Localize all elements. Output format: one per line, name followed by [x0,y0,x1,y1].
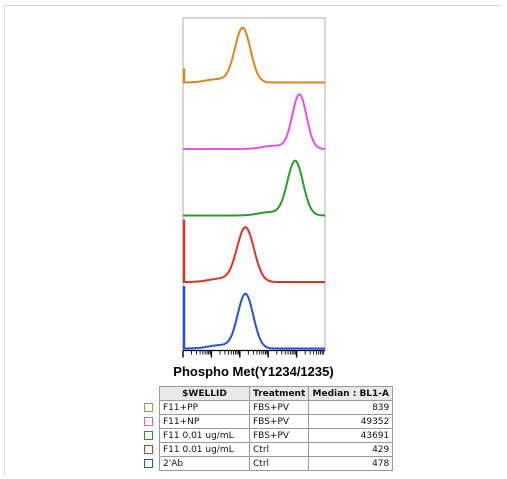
chart-title: Phospho Met(Y1234/1235) [173,364,334,379]
cell-median: 839 [308,400,394,415]
cell-treatment: FBS+PV [248,428,310,443]
series-swatch-cell [142,414,160,429]
cell-median: 49352 [308,414,394,429]
histogram-curve [182,26,325,84]
series-swatch-cell [142,428,160,443]
histogram-curve [183,159,326,217]
header-wellid: $WELLID [159,386,250,401]
series-swatch-icon [144,430,153,440]
cell-treatment: FBS+PV [248,414,310,429]
header-treatment: Treatment [248,386,310,401]
table-row: F11 0.01 ug/mL Ctrl 429 [142,442,394,457]
cell-wellid: 2'Ab [159,456,250,471]
table-row: 2'Ab Ctrl 478 [142,456,394,471]
series-swatch-icon [144,416,153,426]
histogram-curves [182,26,326,350]
histogram-curve [183,93,326,150]
histogram-overlay-chart [182,17,326,358]
histogram-curve [183,292,325,350]
cell-wellid: F11+NP [159,414,250,429]
cell-treatment: Ctrl [248,442,310,457]
canvas-frame [4,5,501,475]
table-row: F11 0.01 ug/mL FBS+PV 43691 [142,428,394,443]
histogram-curve [183,226,325,283]
cell-wellid: F11 0.01 ug/mL [159,442,250,457]
table-header-row: $WELLID Treatment Median : BL1-A [142,386,394,401]
cell-median: 43691 [308,428,394,443]
cell-median: 478 [308,456,394,471]
swatch-header [142,386,160,401]
series-swatch-cell [142,456,160,471]
cell-treatment: Ctrl [248,456,310,471]
statistics-table: $WELLID Treatment Median : BL1-A F11+PP F… [142,386,394,471]
table-row: F11+NP FBS+PV 49352 [142,414,394,429]
header-median: Median : BL1-A [308,386,394,401]
cell-wellid: F11 0.01 ug/mL [159,428,250,443]
x-axis-ticks [182,349,325,358]
cell-median: 429 [308,442,394,457]
series-swatch-cell [142,400,160,415]
cell-treatment: FBS+PV [248,400,310,415]
series-swatch-cell [142,442,160,457]
series-swatch-icon [144,458,153,468]
series-swatch-icon [144,402,153,412]
table-row: F11+PP FBS+PV 839 [142,400,394,415]
series-swatch-icon [144,444,153,454]
cell-wellid: F11+PP [159,400,250,415]
